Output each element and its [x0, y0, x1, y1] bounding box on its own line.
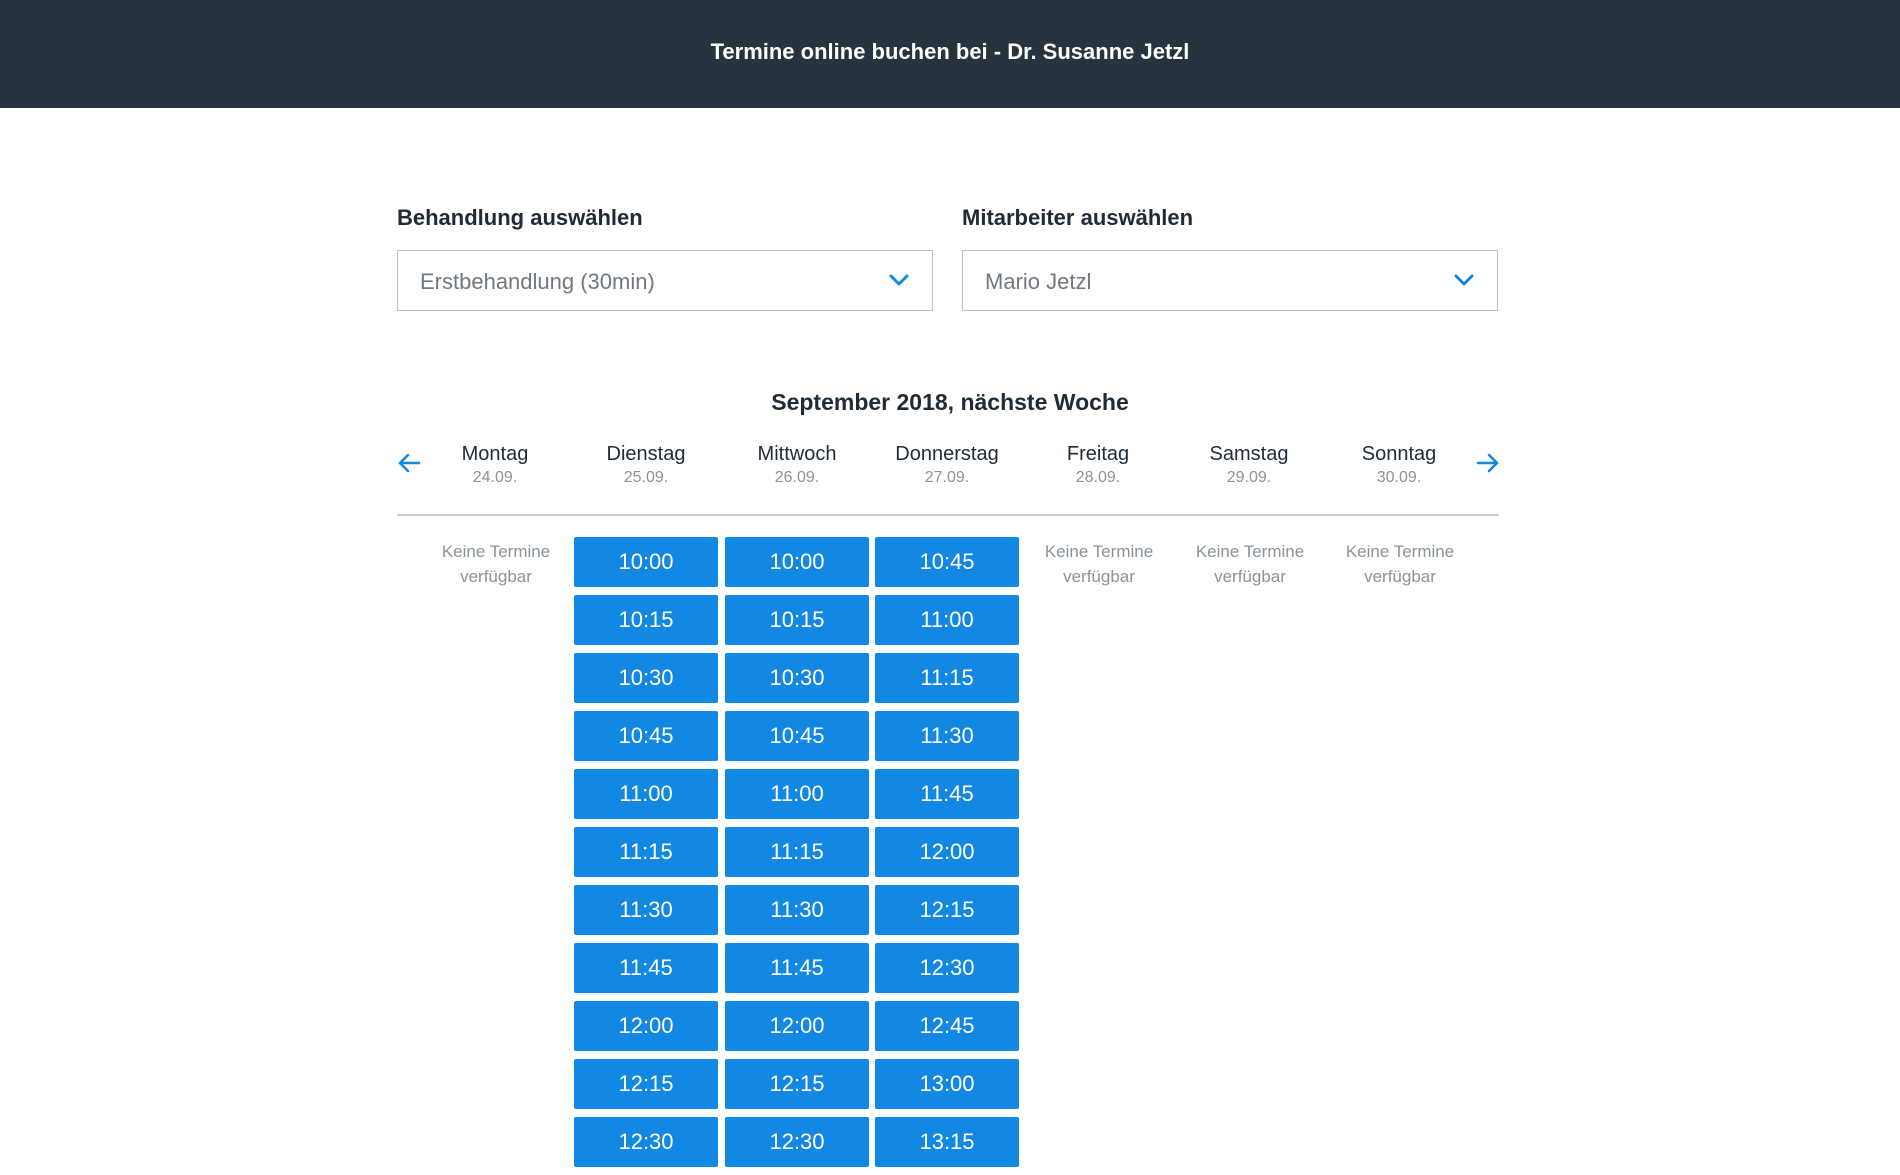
day-column-dienstag: 10:00 10:15 10:30 10:45 11:00 11:15 11:30 11:45…: [574, 537, 720, 1175]
time-slot-button[interactable]: 12:45: [875, 1001, 1019, 1051]
top-header: Termine online buchen bei - Dr. Susanne …: [0, 0, 1900, 108]
time-slot-button[interactable]: 11:45: [875, 769, 1019, 819]
time-slot-button[interactable]: 10:15: [725, 595, 869, 645]
time-slot-button[interactable]: 11:00: [574, 769, 718, 819]
no-slots-line1: Keine Termine: [1195, 542, 1305, 561]
day-name: Mittwoch: [757, 443, 837, 465]
time-slot-button[interactable]: 11:45: [574, 943, 718, 993]
time-slot-button[interactable]: 10:00: [574, 537, 718, 587]
treatment-select-group: Behandlung auswählen Erstbehandlung (30m…: [397, 204, 933, 311]
time-slot-button[interactable]: 10:15: [574, 595, 718, 645]
no-slots-line1: Keine Termine: [1044, 542, 1154, 561]
day-date: 28.09.: [1075, 469, 1121, 486]
time-slot-button[interactable]: 11:00: [875, 595, 1019, 645]
no-slots-line2: verfügbar: [1364, 567, 1436, 586]
no-slots-line2: verfügbar: [1063, 567, 1135, 586]
time-slot-button[interactable]: 11:00: [725, 769, 869, 819]
treatment-select[interactable]: Erstbehandlung (30min): [397, 250, 933, 311]
day-header-sonntag: Sonntag 30.09.: [1326, 442, 1472, 488]
day-column-montag: Keine Termine verfügbar: [423, 537, 569, 589]
no-slots-note: Keine Termine verfügbar: [1177, 539, 1323, 589]
day-header-freitag: Freitag 28.09.: [1025, 442, 1171, 488]
time-slot-button[interactable]: 12:00: [574, 1001, 718, 1051]
time-slot-button[interactable]: 10:45: [725, 711, 869, 761]
day-header-mittwoch: Mittwoch 26.09.: [724, 442, 870, 488]
time-slot-button[interactable]: 12:00: [875, 827, 1019, 877]
time-slot-button[interactable]: 11:15: [875, 653, 1019, 703]
no-slots-note: Keine Termine verfügbar: [1026, 539, 1172, 589]
day-date: 27.09.: [924, 469, 970, 486]
arrow-right-icon[interactable]: [1475, 450, 1501, 476]
no-slots-line2: verfügbar: [1214, 567, 1286, 586]
time-slot-button[interactable]: 11:15: [574, 827, 718, 877]
no-slots-note: Keine Termine verfügbar: [423, 539, 569, 589]
day-name: Montag: [461, 443, 529, 465]
no-slots-line2: verfügbar: [460, 567, 532, 586]
time-slot-button[interactable]: 10:45: [875, 537, 1019, 587]
day-name: Samstag: [1209, 443, 1289, 465]
no-slots-line1: Keine Termine: [441, 542, 551, 561]
day-column-samstag: Keine Termine verfügbar: [1177, 537, 1323, 589]
day-date: 26.09.: [774, 469, 820, 486]
day-column-sonntag: Keine Termine verfügbar: [1327, 537, 1473, 589]
time-slot-button[interactable]: 12:00: [725, 1001, 869, 1051]
day-date: 30.09.: [1376, 469, 1422, 486]
week-title: September 2018, nächste Woche: [771, 389, 1129, 415]
time-slot-button[interactable]: 12:15: [875, 885, 1019, 935]
time-slot-button[interactable]: 12:30: [875, 943, 1019, 993]
time-slot-button[interactable]: 11:30: [574, 885, 718, 935]
day-date: 29.09.: [1226, 469, 1272, 486]
day-header-donnerstag: Donnerstag 27.09.: [874, 442, 1020, 488]
treatment-select-value: Erstbehandlung (30min): [420, 269, 655, 294]
time-slot-button[interactable]: 12:30: [725, 1117, 869, 1167]
time-slot-button[interactable]: 12:15: [725, 1059, 869, 1109]
time-slot-button[interactable]: 12:15: [574, 1059, 718, 1109]
chevron-down-icon: [889, 274, 909, 286]
time-slot-button[interactable]: 11:30: [725, 885, 869, 935]
staff-select[interactable]: Mario Jetzl: [962, 250, 1498, 311]
staff-select-value: Mario Jetzl: [985, 269, 1092, 294]
time-slot-button[interactable]: 11:45: [725, 943, 869, 993]
day-date: 24.09.: [472, 469, 518, 486]
week-divider: [397, 514, 1499, 516]
day-column-freitag: Keine Termine verfügbar: [1026, 537, 1172, 589]
day-name: Dienstag: [606, 443, 686, 465]
day-date: 25.09.: [623, 469, 669, 486]
day-column-mittwoch: 10:00 10:15 10:30 10:45 11:00 11:15 11:30 11:45…: [725, 537, 871, 1175]
day-header-samstag: Samstag 29.09.: [1176, 442, 1322, 488]
arrow-left-icon[interactable]: [396, 450, 422, 476]
time-slot-button[interactable]: 10:30: [574, 653, 718, 703]
day-header-dienstag: Dienstag 25.09.: [573, 442, 719, 488]
page-title: Termine online buchen bei - Dr. Susanne …: [710, 38, 1190, 64]
no-slots-note: Keine Termine verfügbar: [1327, 539, 1473, 589]
staff-label: Mitarbeiter auswählen: [962, 205, 1194, 230]
time-slot-button[interactable]: 13:15: [875, 1117, 1019, 1167]
staff-select-group: Mitarbeiter auswählen Mario Jetzl: [962, 204, 1498, 311]
time-slot-button[interactable]: 10:00: [725, 537, 869, 587]
treatment-label: Behandlung auswählen: [397, 205, 643, 230]
no-slots-line1: Keine Termine: [1345, 542, 1455, 561]
day-header-montag: Montag 24.09.: [422, 442, 568, 488]
time-slot-button[interactable]: 11:30: [875, 711, 1019, 761]
time-slot-button[interactable]: 13:00: [875, 1059, 1019, 1109]
day-name: Sonntag: [1361, 443, 1437, 465]
day-column-donnerstag: 10:45 11:00 11:15 11:30 11:45 12:00 12:15 12:30…: [875, 537, 1021, 1175]
time-slot-button[interactable]: 10:30: [725, 653, 869, 703]
day-name: Donnerstag: [895, 443, 999, 465]
day-name: Freitag: [1066, 443, 1130, 465]
chevron-down-icon: [1454, 274, 1474, 286]
time-slot-button[interactable]: 10:45: [574, 711, 718, 761]
time-slot-button[interactable]: 11:15: [725, 827, 869, 877]
time-slot-button[interactable]: 12:30: [574, 1117, 718, 1167]
